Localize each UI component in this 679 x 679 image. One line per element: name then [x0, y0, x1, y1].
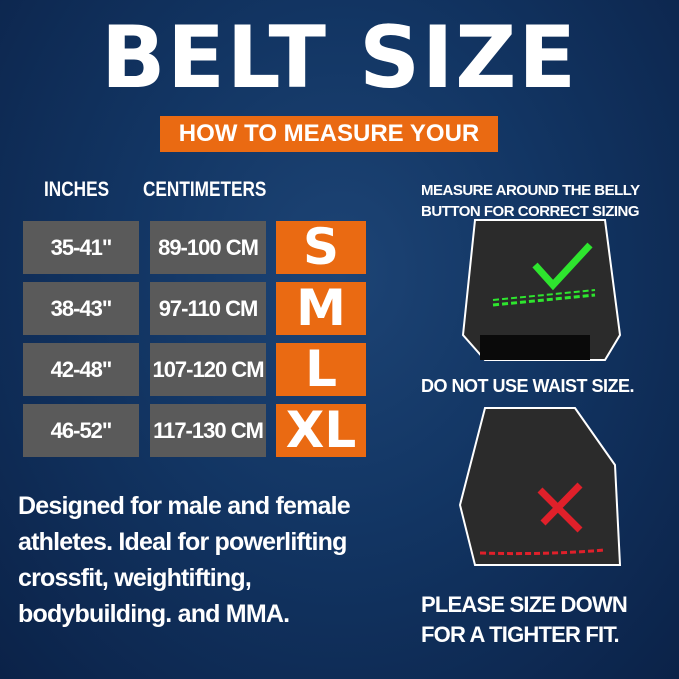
cm-cell: 107-120 CM	[150, 343, 266, 396]
torso-wrong-image	[458, 407, 622, 566]
header-inches: INCHES	[44, 178, 110, 201]
size-cell: S	[276, 221, 366, 274]
subtitle-banner: HOW TO MEASURE YOUR	[160, 116, 498, 152]
waist-note: DO NOT USE WAIST SIZE.	[421, 376, 635, 396]
cm-cell: 97-110 CM	[150, 282, 266, 335]
torso-correct-image	[461, 219, 622, 361]
inches-cell: 42-48"	[23, 343, 139, 396]
size-cell: XL	[276, 404, 366, 457]
header-centimeters: CENTIMETERS	[143, 178, 267, 201]
inches-cell: 35-41"	[23, 221, 139, 274]
inches-cell: 38-43"	[23, 282, 139, 335]
check-icon	[532, 242, 593, 291]
measure-note: MEASURE AROUND THE BELLY BUTTON FOR CORR…	[421, 182, 640, 220]
size-cell: L	[276, 343, 366, 396]
size-cell: M	[276, 282, 366, 335]
inches-cell: 46-52"	[23, 404, 139, 457]
description: Designed for male and female athletes. I…	[18, 492, 351, 628]
cm-cell: 89-100 CM	[150, 221, 266, 274]
size-down-note: PLEASE SIZE DOWN FOR A TIGHTER FIT.	[421, 592, 628, 647]
x-icon	[537, 482, 583, 533]
cm-cell: 117-130 CM	[150, 404, 266, 457]
page-title: BELT SIZE	[101, 8, 578, 108]
